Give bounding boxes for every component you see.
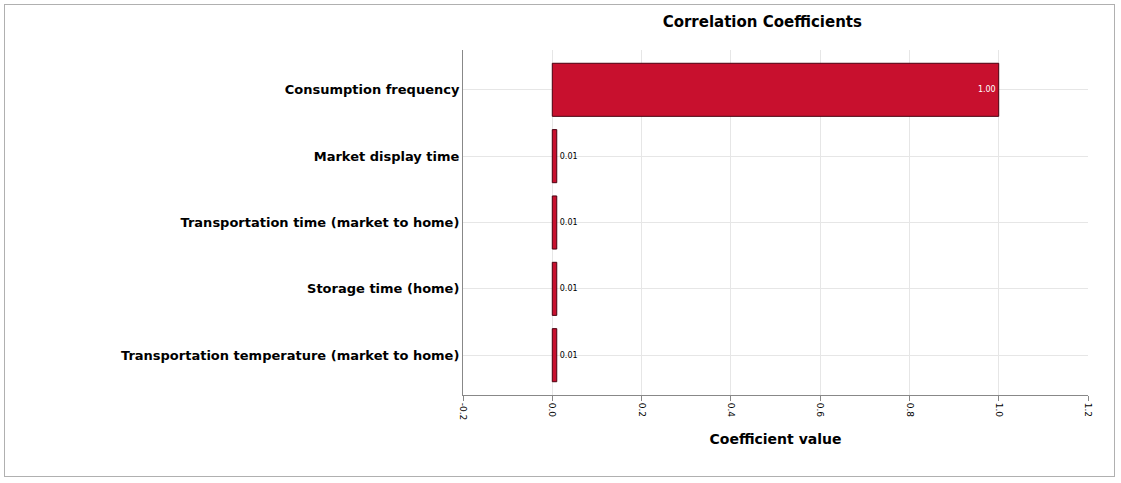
svg-text:1.0: 1.0 — [994, 403, 1004, 418]
svg-text:-0.2: -0.2 — [458, 403, 468, 421]
svg-text:0.6: 0.6 — [815, 403, 825, 418]
svg-text:Transportation temperature (ma: Transportation temperature (market to ho… — [121, 348, 459, 363]
svg-text:1.00: 1.00 — [978, 85, 996, 94]
svg-text:0.01: 0.01 — [560, 152, 578, 161]
svg-text:1.2: 1.2 — [1083, 403, 1093, 417]
svg-text:Market display time: Market display time — [314, 149, 460, 164]
svg-text:0.01: 0.01 — [560, 218, 578, 227]
svg-text:Correlation Coefficients: Correlation Coefficients — [663, 13, 862, 31]
svg-text:Storage time (home): Storage time (home) — [307, 281, 459, 296]
svg-text:0.01: 0.01 — [560, 284, 578, 293]
svg-text:0.2: 0.2 — [637, 403, 647, 417]
svg-text:Transportation time (market to: Transportation time (market to home) — [181, 215, 460, 230]
svg-text:0.01: 0.01 — [560, 351, 578, 360]
svg-text:Consumption frequency: Consumption frequency — [285, 82, 460, 97]
svg-text:Coefficient value: Coefficient value — [710, 431, 842, 447]
svg-text:0.0: 0.0 — [547, 403, 557, 418]
svg-text:0.4: 0.4 — [726, 403, 736, 418]
svg-text:0.8: 0.8 — [905, 403, 915, 418]
